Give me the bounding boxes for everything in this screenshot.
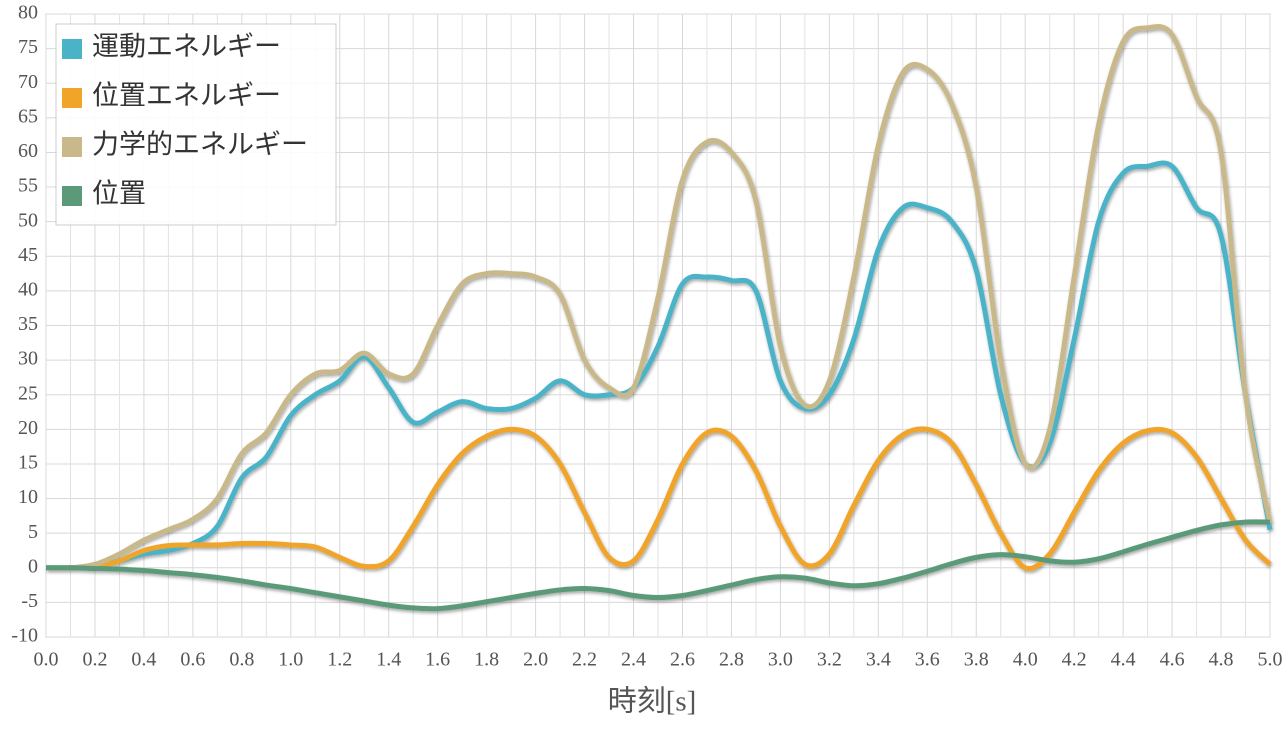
x-tick-label: 1.8 bbox=[474, 649, 499, 671]
x-tick-label: 0.2 bbox=[82, 649, 107, 671]
y-tick-label: 0 bbox=[28, 555, 38, 577]
y-tick-label: 45 bbox=[18, 244, 38, 266]
y-tick-label: 5 bbox=[28, 521, 38, 543]
legend-swatch bbox=[62, 137, 82, 157]
x-tick-label: 2.4 bbox=[621, 649, 646, 671]
legend-label: 位置 bbox=[92, 179, 146, 210]
x-tick-label: 0.8 bbox=[229, 649, 254, 671]
x-tick-label: 1.4 bbox=[376, 649, 401, 671]
x-tick-label: 3.8 bbox=[964, 649, 989, 671]
series-line bbox=[45, 23, 1273, 571]
x-tick-label: 1.0 bbox=[278, 649, 303, 671]
x-tick-label: 0.4 bbox=[131, 649, 156, 671]
y-tick-label: 15 bbox=[18, 452, 38, 474]
series-line bbox=[45, 160, 1273, 571]
x-tick-label: 3.6 bbox=[915, 649, 940, 671]
y-tick-label: 70 bbox=[18, 71, 38, 93]
y-tick-label: 25 bbox=[18, 382, 38, 404]
x-tick-label: 1.6 bbox=[425, 649, 450, 671]
x-tick-label: 2.2 bbox=[572, 649, 597, 671]
legend-label: 位置エネルギー bbox=[92, 81, 281, 112]
x-tick-label: 3.2 bbox=[817, 649, 842, 671]
y-tick-label: -5 bbox=[21, 590, 38, 612]
y-tick-label: 40 bbox=[18, 278, 38, 300]
x-tick-label: 1.2 bbox=[327, 649, 352, 671]
y-tick-label: 75 bbox=[18, 36, 38, 58]
series-group bbox=[45, 23, 1273, 612]
x-tick-label: 3.0 bbox=[768, 649, 793, 671]
legend-box bbox=[55, 23, 337, 226]
legend-swatch bbox=[62, 39, 82, 59]
legend-swatch bbox=[62, 88, 82, 108]
x-tick-label: 4.6 bbox=[1160, 649, 1185, 671]
legend-label: 力学的エネルギー bbox=[92, 130, 308, 161]
legend-label: 運動エネルギー bbox=[92, 32, 281, 63]
y-tick-label: 55 bbox=[18, 175, 38, 197]
x-tick-label: 2.6 bbox=[670, 649, 695, 671]
x-tick-label: 4.2 bbox=[1062, 649, 1087, 671]
legend-swatch bbox=[62, 186, 82, 206]
x-tick-label: 0.0 bbox=[34, 649, 59, 671]
y-tick-label: 65 bbox=[18, 105, 38, 127]
y-tick-label: 50 bbox=[18, 209, 38, 231]
y-tick-label: 20 bbox=[18, 417, 38, 439]
x-tick-label: 0.6 bbox=[180, 649, 205, 671]
x-axis-title: 時刻[s] bbox=[608, 685, 697, 718]
y-tick-label: 35 bbox=[18, 313, 38, 335]
series-line bbox=[45, 519, 1271, 612]
x-tick-label: 3.4 bbox=[866, 649, 891, 671]
x-tick-label: 4.4 bbox=[1111, 649, 1136, 671]
x-tick-label: 4.0 bbox=[1013, 649, 1038, 671]
x-tick-label: 2.8 bbox=[719, 649, 744, 671]
x-tick-label: 4.8 bbox=[1209, 649, 1234, 671]
y-tick-label: 10 bbox=[18, 486, 38, 508]
x-tick-label: 2.0 bbox=[523, 649, 548, 671]
series-line bbox=[45, 426, 1272, 572]
x-tick-label: 5.0 bbox=[1258, 649, 1283, 671]
y-tick-label: 80 bbox=[18, 2, 38, 24]
y-tick-label: -10 bbox=[11, 625, 38, 647]
y-tick-label: 30 bbox=[18, 348, 38, 370]
y-tick-label: 60 bbox=[18, 140, 38, 162]
